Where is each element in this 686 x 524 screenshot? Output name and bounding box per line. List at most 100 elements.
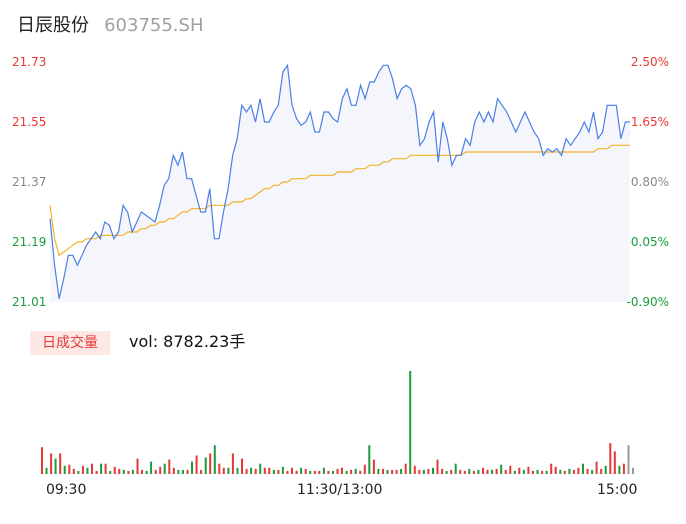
volume-bar — [309, 470, 312, 474]
volume-bar — [50, 453, 53, 474]
volume-bar — [459, 469, 462, 474]
y-left-tick-label: 21.73 — [12, 55, 47, 69]
volume-bar — [482, 467, 484, 474]
volume-bar — [136, 458, 139, 474]
volume-bar — [545, 470, 548, 474]
volume-bar — [454, 463, 457, 474]
volume-bar — [363, 464, 366, 474]
volume-bar — [172, 467, 175, 474]
volume-bar — [113, 466, 116, 474]
volume-bar — [150, 461, 153, 474]
volume-bar — [627, 445, 630, 474]
volume-bar — [191, 461, 193, 474]
volume-bar — [563, 470, 566, 474]
volume-bar — [281, 466, 284, 474]
y-right-tick-label: 0.80% — [630, 175, 669, 189]
x-tick-label: 09:30 — [46, 482, 87, 498]
volume-bar — [200, 469, 203, 474]
volume-bar — [350, 469, 353, 474]
volume-bar — [368, 445, 371, 474]
volume-bar — [263, 467, 266, 474]
volume-bar — [163, 463, 166, 474]
volume-bar — [154, 469, 157, 474]
volume-bar — [395, 469, 398, 474]
x-tick-label: 11:30/13:00 — [297, 482, 383, 498]
volume-bar — [554, 466, 557, 474]
volume-bar — [495, 468, 498, 475]
volume-bar — [577, 467, 580, 474]
volume-bar — [372, 459, 375, 474]
volume-bar — [486, 469, 489, 474]
volume-bar — [145, 470, 148, 474]
volume-bar — [91, 463, 93, 474]
y-right-tick-label: -0.05% — [626, 235, 669, 249]
volume-bar — [277, 469, 280, 474]
volume-bar — [477, 469, 480, 474]
volume-bar — [86, 467, 89, 474]
avg-price-line — [49, 144, 630, 257]
stock-name: 日辰股份 — [17, 15, 89, 36]
volume-bar — [313, 470, 316, 474]
volume-bar — [127, 470, 130, 474]
volume-bar — [227, 467, 230, 474]
volume-bar — [318, 470, 321, 474]
volume-bar — [550, 463, 553, 474]
volume-bar — [491, 469, 494, 474]
volume-bar — [527, 466, 530, 474]
volume-bar — [472, 470, 475, 474]
volume-bar — [572, 469, 575, 474]
volume-bar — [45, 467, 48, 474]
volume-bar — [141, 469, 143, 474]
volume-bar — [109, 470, 112, 474]
volume-bar — [441, 468, 444, 475]
volume-bar — [354, 468, 357, 475]
volume-bar — [518, 467, 521, 474]
volume-bar — [568, 468, 571, 475]
volume-bars — [41, 371, 634, 475]
volume-bar — [122, 469, 125, 474]
volume-bar — [209, 453, 212, 474]
volume-bar — [286, 470, 289, 474]
volume-bar — [72, 468, 75, 475]
volume-bar — [468, 468, 471, 475]
volume-bar — [609, 443, 612, 474]
y-left-tick-label: 21.19 — [12, 235, 47, 249]
volume-bar — [245, 468, 248, 475]
volume-bar — [332, 470, 334, 474]
volume-bar — [104, 463, 107, 474]
volume-bar — [181, 469, 184, 474]
volume-bar — [118, 468, 121, 475]
price-line — [49, 63, 630, 299]
volume-bar — [409, 371, 412, 474]
volume-bar — [195, 455, 198, 474]
volume-bar — [186, 469, 189, 474]
stock-code: 603755.SH — [104, 15, 204, 36]
volume-bar — [59, 453, 62, 474]
volume-bar — [131, 469, 134, 474]
volume-bar — [291, 467, 293, 474]
y-right-tick-label: -0.90% — [626, 295, 669, 309]
volume-bar — [327, 470, 330, 474]
volume-bar — [541, 470, 544, 474]
volume-bar — [391, 469, 394, 474]
volume-bar — [254, 468, 257, 475]
y-right-tick-label: 1.65% — [630, 115, 669, 129]
volume-bar — [95, 470, 98, 474]
volume-bar — [295, 470, 298, 474]
volume-bar — [236, 467, 239, 474]
volume-bar — [300, 467, 303, 474]
volume-bar — [613, 451, 616, 474]
y-left-tick-label: 21.55 — [12, 115, 47, 129]
volume-bar — [377, 468, 380, 475]
volume-bar — [504, 469, 507, 474]
y-left-tick-label: 21.01 — [12, 295, 47, 309]
volume-bar — [500, 464, 503, 474]
volume-bar — [41, 447, 43, 474]
volume-bar — [218, 463, 221, 474]
volume-bar — [595, 461, 598, 474]
volume-bar — [272, 469, 275, 474]
volume-bar — [618, 465, 621, 474]
volume-bar — [77, 470, 80, 474]
y-left-tick-label: 21.37 — [12, 175, 47, 189]
